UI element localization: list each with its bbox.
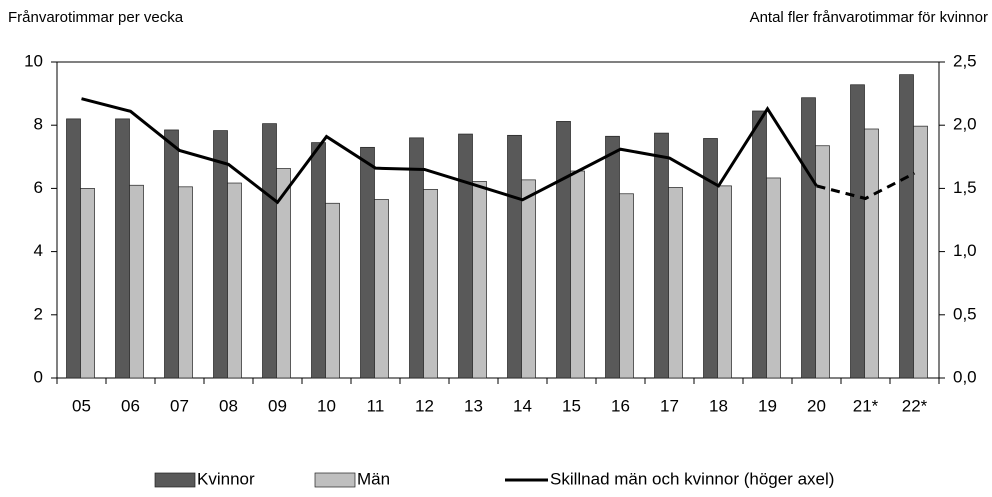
bar xyxy=(213,130,228,379)
y2-tick-label: 1,5 xyxy=(953,178,977,197)
bar xyxy=(458,133,473,379)
bar xyxy=(850,84,865,379)
bar xyxy=(374,199,389,379)
legend-swatch xyxy=(154,472,196,488)
bar xyxy=(360,146,375,379)
x-tick-label: 20 xyxy=(807,396,826,415)
x-tick-label: 13 xyxy=(464,396,483,415)
y2-tick-label: 1,0 xyxy=(953,241,977,260)
bar xyxy=(115,118,130,379)
x-tick-label: 16 xyxy=(611,396,630,415)
bar xyxy=(801,97,816,379)
bar xyxy=(703,138,718,379)
line-dashed xyxy=(816,171,916,201)
bar xyxy=(227,182,242,379)
y-tick-label: 6 xyxy=(34,178,43,197)
x-tick-label: 07 xyxy=(170,396,189,415)
bar xyxy=(668,187,683,379)
bar xyxy=(570,170,585,379)
bar xyxy=(654,132,669,379)
x-tick-label: 14 xyxy=(513,396,532,415)
bar xyxy=(178,186,193,379)
bar xyxy=(556,121,571,379)
x-tick-label: 09 xyxy=(268,396,287,415)
x-tick-label: 05 xyxy=(72,396,91,415)
legend-label: Män xyxy=(357,469,390,488)
y-tick-label: 4 xyxy=(34,241,43,260)
bar xyxy=(325,202,340,379)
bar xyxy=(311,142,326,379)
x-tick-label: 17 xyxy=(660,396,679,415)
legend-swatch xyxy=(314,472,356,488)
bar xyxy=(766,177,781,379)
bar xyxy=(815,145,830,379)
bar xyxy=(752,110,767,379)
x-tick-label: 08 xyxy=(219,396,238,415)
y-tick-label: 2 xyxy=(34,304,43,323)
x-tick-label: 22* xyxy=(902,396,928,415)
bar xyxy=(423,188,438,379)
x-tick-label: 06 xyxy=(121,396,140,415)
y2-axis-title: Antal fler frånvarotimmar för kvinnor xyxy=(750,9,988,26)
x-tick-label: 21* xyxy=(853,396,879,415)
x-tick-label: 18 xyxy=(709,396,728,415)
bar xyxy=(899,74,914,379)
bar xyxy=(80,188,95,379)
bar xyxy=(521,179,536,379)
y2-tick-label: 0,0 xyxy=(953,367,977,386)
y-tick-label: 10 xyxy=(24,51,43,70)
legend-label: Skillnad män och kvinnor (höger axel) xyxy=(550,469,834,488)
y-tick-label: 8 xyxy=(34,115,43,134)
bar xyxy=(262,123,277,379)
x-tick-label: 12 xyxy=(415,396,434,415)
x-tick-label: 10 xyxy=(317,396,336,415)
x-tick-label: 11 xyxy=(367,396,385,415)
bar xyxy=(507,134,522,379)
bar xyxy=(605,135,620,379)
bar xyxy=(164,129,179,379)
y2-tick-label: 2,5 xyxy=(953,51,977,70)
y2-tick-label: 0,5 xyxy=(953,304,977,323)
bar xyxy=(276,168,291,379)
line xyxy=(81,97,818,205)
bar xyxy=(619,193,634,379)
y-axis-title: Frånvarotimmar per vecka xyxy=(8,9,184,26)
legend-label: Kvinnor xyxy=(197,469,255,488)
bar xyxy=(66,118,81,379)
y2-tick-label: 2,0 xyxy=(953,115,977,134)
x-tick-label: 15 xyxy=(562,396,581,415)
bar xyxy=(864,128,879,379)
bar xyxy=(409,137,424,379)
x-tick-label: 19 xyxy=(758,396,777,415)
y-tick-label: 0 xyxy=(34,367,43,386)
bar xyxy=(717,185,732,379)
bar xyxy=(129,184,144,379)
bar xyxy=(472,181,487,379)
bar xyxy=(913,125,928,379)
